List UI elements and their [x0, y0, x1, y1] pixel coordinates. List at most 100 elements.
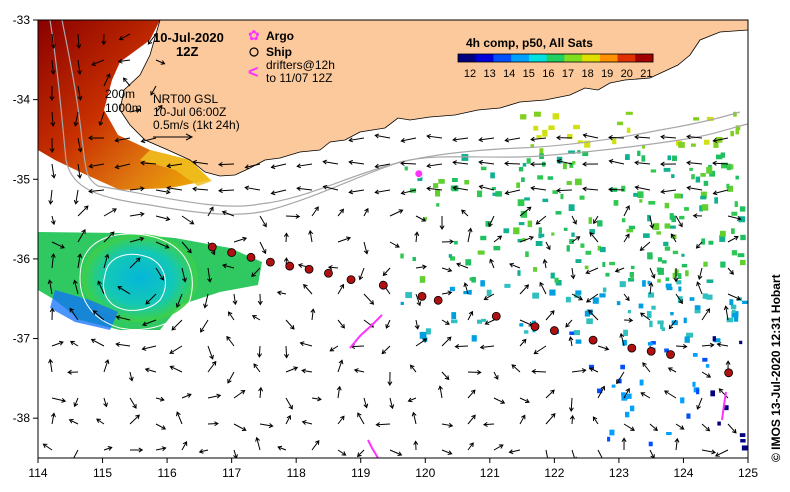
current-vector-arrow [73, 189, 79, 205]
current-vector-arrow [88, 188, 105, 194]
current-vector-arrow [660, 134, 677, 140]
current-vectors [42, 33, 742, 458]
x-tick-label: 125 [738, 466, 758, 480]
current-vector-arrow [712, 189, 729, 196]
sst-pixel [569, 331, 575, 335]
current-vector-arrow [155, 396, 165, 402]
sst-pixel [573, 124, 580, 130]
current-vector-arrow [72, 279, 79, 295]
current-vector-arrow [255, 436, 261, 451]
sst-pixel [727, 185, 733, 192]
current-vector-arrow [232, 293, 238, 306]
ship-position-marker [304, 264, 314, 274]
sst-pixel [464, 179, 470, 185]
map-legend: ✿ Argo Ship < drifters@12h to 11/07 12Z [248, 27, 335, 85]
current-vector-arrow [226, 335, 235, 347]
isobath-200m-label: 200m [105, 87, 135, 101]
current-vector-arrow [389, 397, 395, 410]
sst-pixel [417, 176, 423, 182]
sst-pixel [637, 150, 641, 157]
ship-position-marker [433, 295, 443, 305]
current-vector-arrow [441, 336, 452, 347]
sst-pixel [548, 125, 555, 130]
x-tick-label: 123 [609, 466, 629, 480]
sst-pixel [717, 421, 721, 426]
x-axis: 114 115 116 117 118 119 120 121 122 123 124 125 [28, 458, 758, 480]
current-vector-arrow [259, 215, 267, 228]
current-vector-arrow [701, 423, 711, 432]
current-vector-arrow [348, 189, 365, 195]
current-vector-arrow [270, 189, 287, 196]
current-vector-arrow [727, 215, 742, 221]
current-vector-arrow [218, 161, 235, 167]
current-vector-arrow [478, 159, 495, 165]
current-vector-arrow [155, 59, 166, 65]
sst-pixel [520, 114, 527, 120]
current-vector-arrow [207, 393, 222, 399]
sst-pixel [672, 155, 677, 162]
colorbar-label: 13 [483, 68, 495, 80]
current-vector-arrow [634, 134, 651, 140]
current-vector-arrow [353, 368, 365, 374]
sst-pixel [671, 174, 675, 179]
sst-pixel [521, 238, 526, 242]
current-vector-arrow [337, 283, 345, 295]
current-vector-arrow [171, 319, 183, 331]
current-vector-arrow [310, 308, 316, 321]
current-vector-arrow [519, 235, 534, 243]
ship-position-marker [646, 346, 656, 356]
sst-pixel [471, 335, 477, 342]
current-vector-arrow [285, 319, 295, 330]
current-vector-arrow [504, 137, 521, 143]
current-vector-arrow [639, 241, 651, 251]
current-vector-arrow [200, 319, 209, 333]
current-vector-arrow [608, 186, 625, 192]
sst-pixel [425, 328, 431, 335]
current-vector-arrow [608, 159, 625, 165]
sst-pixel [560, 193, 564, 200]
current-vector-arrow [488, 215, 495, 228]
current-vector-arrow [660, 161, 677, 167]
current-vector-arrow [233, 389, 246, 399]
current-vector-arrow [639, 312, 651, 321]
sst-pixel [740, 438, 746, 443]
sst-pixel [713, 338, 721, 343]
sst-pixel [449, 286, 455, 292]
sst-pixel [715, 154, 723, 160]
colorbar-label: 18 [581, 68, 593, 80]
sst-pixel [518, 167, 524, 172]
sst-pixel [731, 228, 735, 234]
current-vector-arrow [181, 241, 192, 254]
sst-pixel [451, 185, 459, 192]
sst-pixel [723, 405, 729, 411]
sst-pixel [671, 320, 678, 326]
sst-pixel [533, 267, 538, 272]
current-vector-arrow [129, 414, 140, 425]
sst-pixel [678, 142, 685, 148]
sst-pixel [670, 312, 674, 316]
current-vector-arrow [441, 371, 450, 381]
sst-pixel [538, 227, 542, 234]
sst-pixel [526, 158, 531, 164]
sst-pixel [597, 245, 602, 251]
y-tick-label: -38 [13, 411, 31, 425]
current-vector-arrow [47, 279, 53, 295]
current-vector-arrow [251, 267, 261, 278]
colorbar-label: 16 [542, 68, 554, 80]
current-vector-arrow [88, 135, 105, 141]
sst-pixel [626, 228, 634, 233]
current-vector-arrow [614, 267, 625, 273]
sst-pixel [419, 276, 426, 283]
current-vector-arrow [176, 411, 183, 425]
sst-pixel [597, 388, 603, 394]
current-vector-arrow [619, 332, 625, 347]
current-vector-arrow [51, 241, 65, 249]
sst-pixel [720, 152, 726, 158]
sst-pixel [639, 199, 643, 203]
current-vector-arrow [374, 133, 391, 139]
sst-pixel [523, 330, 529, 334]
current-vector-arrow [597, 449, 603, 458]
current-vector-arrow [192, 159, 209, 165]
sst-pixel [621, 218, 626, 223]
colorbar-frame [457, 53, 654, 63]
